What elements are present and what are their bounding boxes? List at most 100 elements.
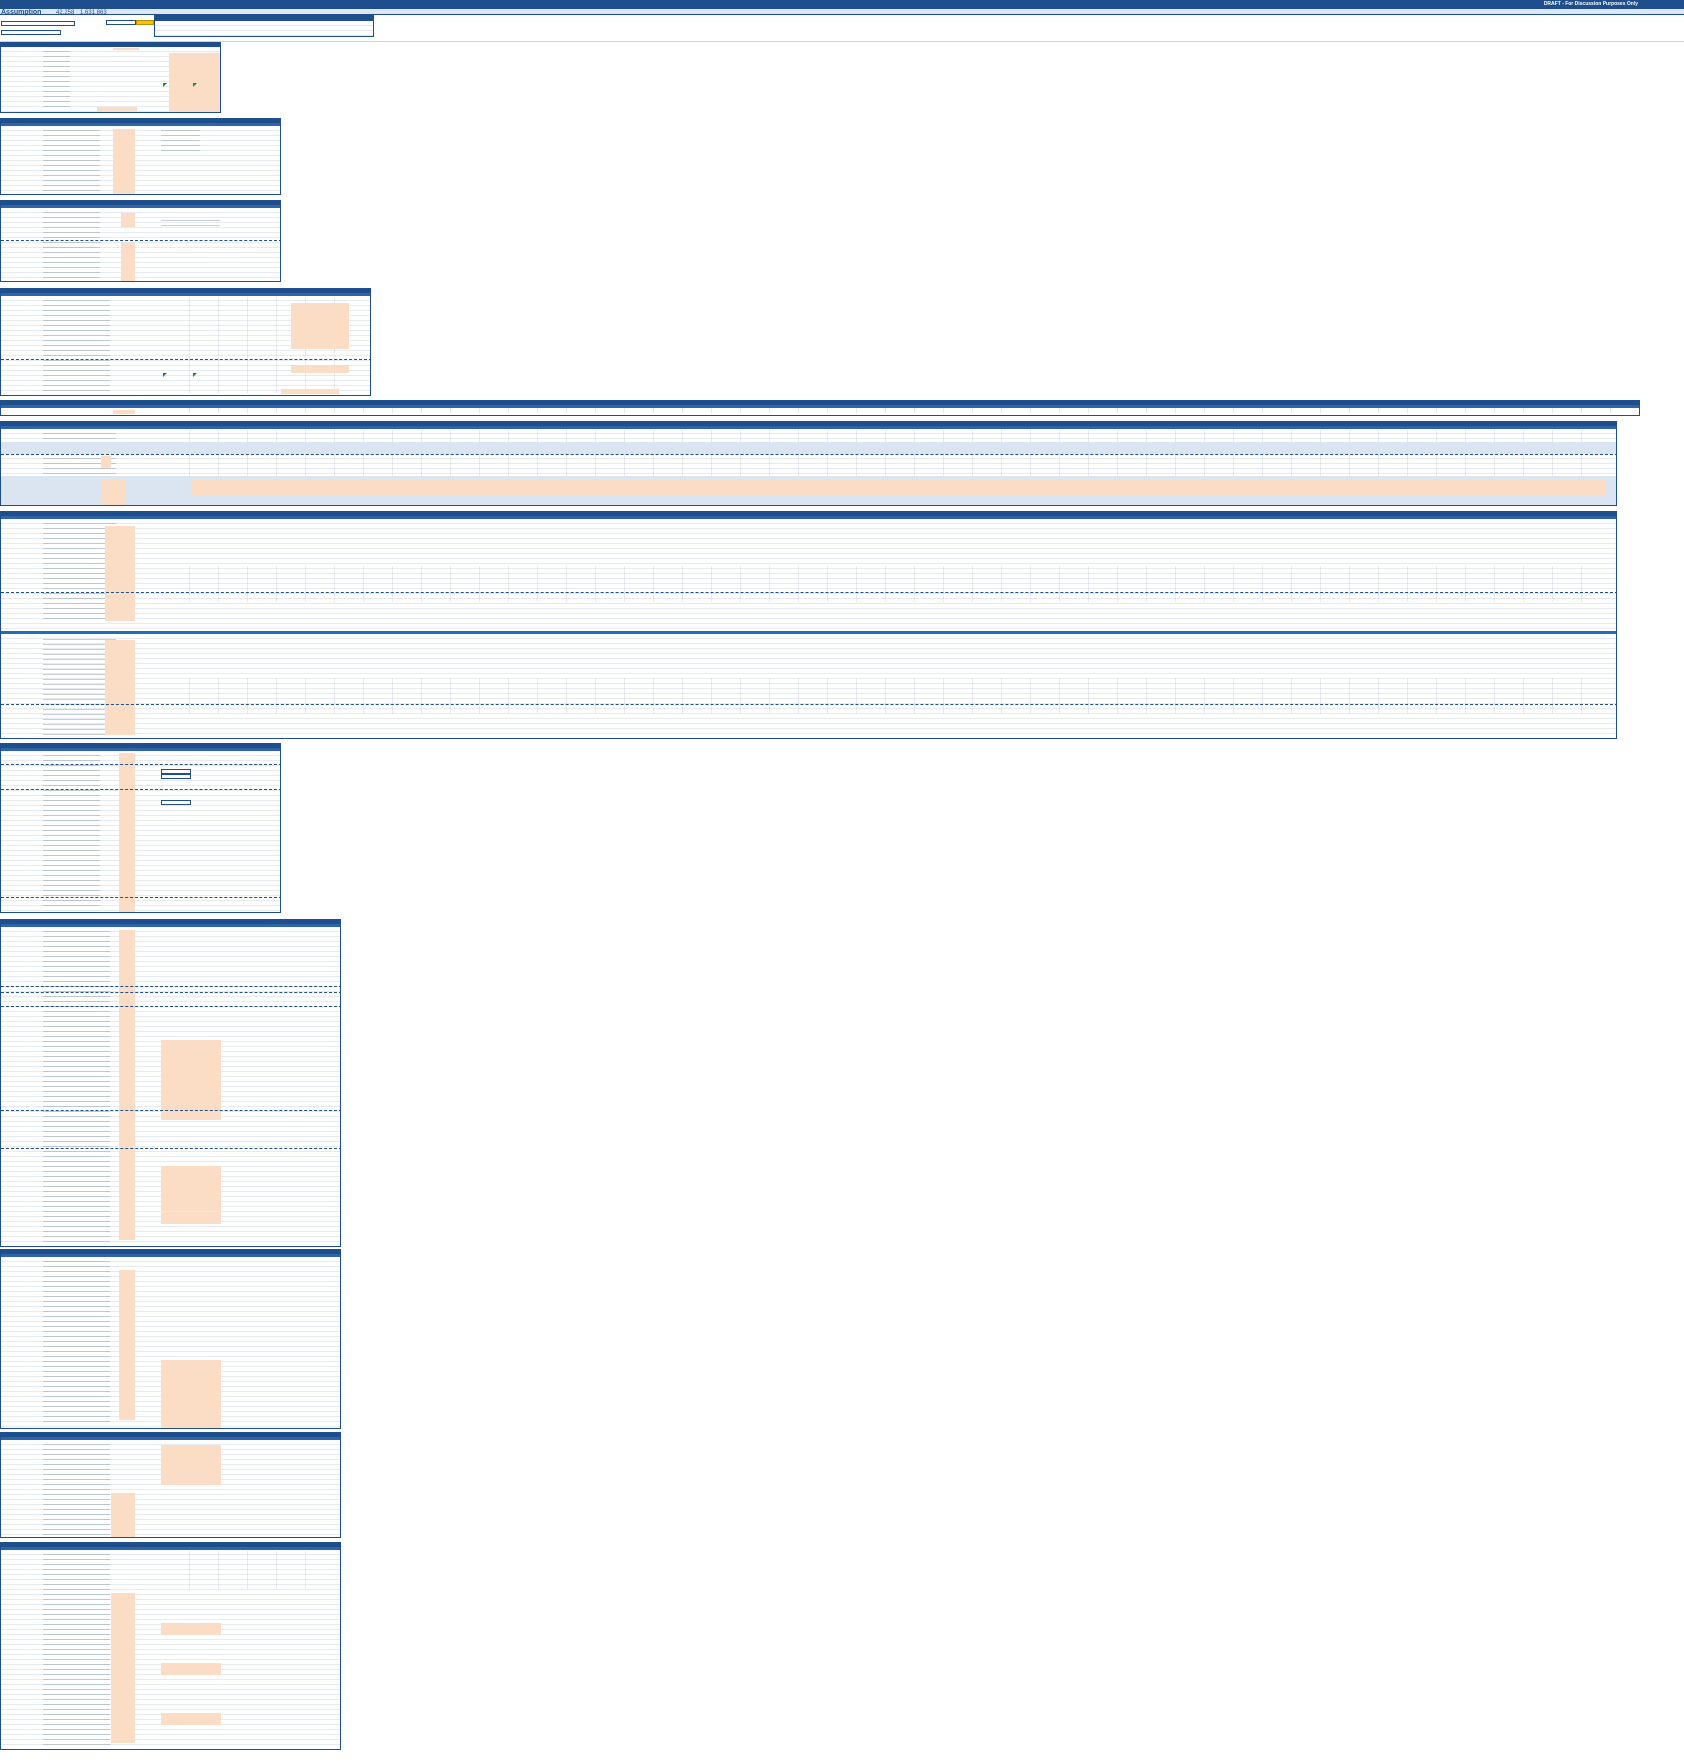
- input-range[interactable]: [161, 1663, 221, 1675]
- data-columns: [161, 678, 1606, 714]
- summary-row: [155, 31, 373, 36]
- flag-icon: [163, 83, 167, 87]
- input-range[interactable]: [101, 480, 125, 505]
- block-header: [1, 401, 1639, 405]
- note-column: [161, 127, 200, 152]
- dashed-divider: [1, 1006, 340, 1007]
- block-column-header: [1, 1437, 340, 1440]
- sheet-title: Assumption: [1, 9, 42, 16]
- data-columns: [161, 1551, 310, 1589]
- block-column-header: [1, 1254, 340, 1257]
- scenario-selector[interactable]: [1, 21, 75, 26]
- data-columns: [161, 566, 1606, 602]
- input-range[interactable]: [121, 243, 135, 281]
- case-selector[interactable]: [1, 30, 61, 35]
- input-range[interactable]: [161, 1360, 221, 1428]
- kpi-value-1: 42,258: [56, 10, 75, 16]
- block-header: [1, 43, 220, 47]
- flag-icon: [193, 373, 197, 377]
- block-header: [1, 1250, 340, 1254]
- dashed-divider: [1, 1148, 340, 1149]
- block-header: [1, 920, 340, 924]
- note-column: [161, 217, 220, 227]
- dashed-divider: [1, 454, 1616, 455]
- input-range[interactable]: [105, 640, 135, 735]
- input-range[interactable]: [191, 480, 1606, 496]
- input-range[interactable]: [169, 53, 220, 112]
- input-cell[interactable]: [113, 48, 139, 50]
- assumption-block-11: [0, 1432, 341, 1538]
- input-range[interactable]: [161, 1212, 221, 1224]
- label-column: [43, 297, 110, 393]
- toggle-highlight[interactable]: [136, 20, 154, 25]
- input-range[interactable]: [111, 1593, 135, 1743]
- shaded-rows: [1, 442, 1616, 454]
- dashed-divider: [1, 764, 280, 765]
- top-banner: DRAFT - For Discussion Purposes Only: [0, 0, 1684, 9]
- assumption-block-8: [0, 743, 281, 913]
- block-column-header: [1, 293, 370, 296]
- kpi-value-2: 1,631,863: [80, 10, 107, 16]
- dashed-divider: [1, 359, 370, 360]
- input-range[interactable]: [119, 1270, 135, 1420]
- toggle-input[interactable]: [106, 20, 136, 25]
- input-range[interactable]: [161, 1166, 221, 1211]
- input-cell[interactable]: [113, 410, 135, 414]
- input-range[interactable]: [121, 213, 135, 227]
- input-cell[interactable]: [97, 107, 137, 112]
- dashed-divider: [1, 897, 280, 898]
- label-column: [43, 928, 110, 1244]
- block-column-header: [1, 1547, 340, 1550]
- block-header: [1, 422, 1616, 426]
- assumption-block-2: [0, 118, 281, 195]
- top-separator: [0, 41, 1684, 42]
- summary-table: [154, 15, 374, 37]
- confidentiality-note: DRAFT - For Discussion Purposes Only: [1543, 1, 1638, 7]
- dashed-divider: [1, 704, 1616, 705]
- dashed-divider: [1, 592, 1616, 593]
- block-header: [1, 1433, 340, 1437]
- label-column: [43, 209, 100, 279]
- highlight-box: [161, 800, 191, 805]
- input-range[interactable]: [119, 930, 135, 1240]
- dashed-divider: [1, 240, 280, 241]
- input-range[interactable]: [101, 456, 111, 468]
- input-range[interactable]: [119, 753, 135, 912]
- label-column: [43, 636, 116, 736]
- block-header: [1, 201, 280, 205]
- input-range[interactable]: [161, 1040, 221, 1120]
- summary-row: [155, 26, 373, 31]
- block-column-header: [1, 924, 340, 927]
- label-column: [43, 127, 100, 192]
- label-column: [43, 1258, 110, 1426]
- dashed-divider: [1, 992, 340, 993]
- flag-icon: [163, 373, 167, 377]
- block-column-header: [1, 123, 280, 126]
- block-column-header: [1, 205, 280, 208]
- input-range[interactable]: [111, 1493, 135, 1537]
- input-range[interactable]: [161, 1713, 221, 1725]
- assumption-block-12: [0, 1542, 341, 1750]
- assumption-block-3: [0, 200, 281, 282]
- assumption-block-4: [0, 288, 371, 396]
- label-column: [43, 752, 100, 910]
- highlight-box: [161, 769, 191, 774]
- input-cell[interactable]: [281, 389, 339, 394]
- block-header: [1, 119, 280, 123]
- input-range[interactable]: [105, 526, 135, 621]
- block-header: [1, 289, 370, 293]
- block-column-header: [1, 748, 280, 751]
- summary-header: [155, 16, 373, 21]
- timeline-block: [0, 400, 1640, 416]
- scenario-block: [0, 421, 1617, 506]
- input-range[interactable]: [161, 1445, 221, 1485]
- input-range[interactable]: [291, 303, 349, 349]
- input-range[interactable]: [113, 129, 135, 194]
- input-range[interactable]: [161, 1623, 221, 1635]
- input-range[interactable]: [291, 365, 349, 373]
- assumption-block-9: [0, 919, 341, 1247]
- schedule-block: [0, 511, 1617, 739]
- block-column-header: [1, 426, 1616, 429]
- data-columns: [161, 408, 1629, 413]
- title-strip: [0, 9, 1684, 15]
